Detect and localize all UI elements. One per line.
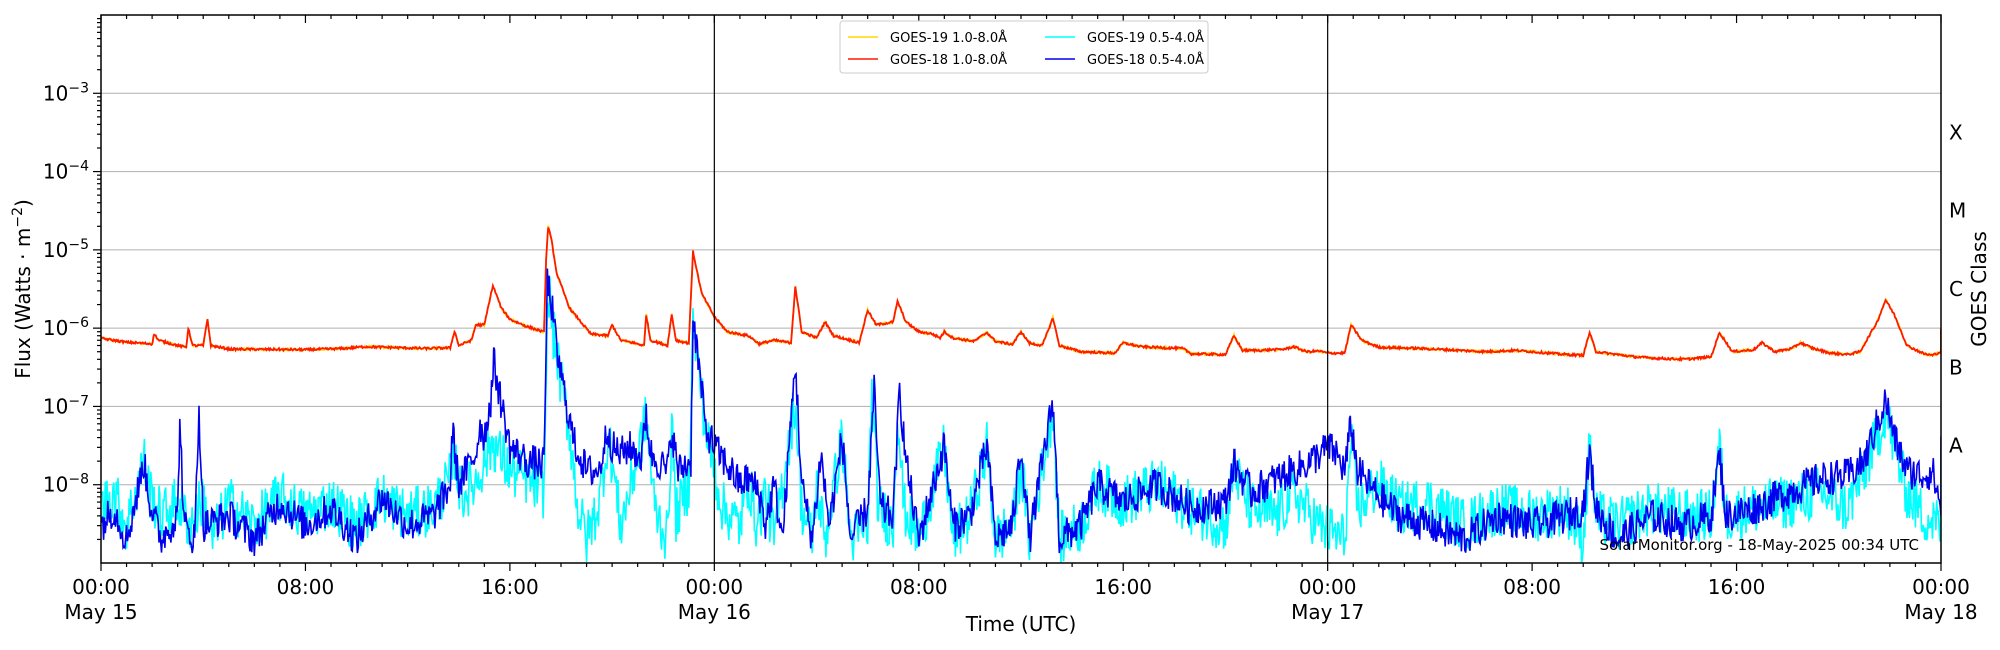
y-axis-ticks: 10−810−710−610−510−410−3	[43, 17, 101, 541]
x-tick-date-label: May 16	[678, 600, 751, 624]
y-axis-title-close: )	[11, 199, 35, 207]
legend-label: GOES-18 1.0-8.0Å	[890, 52, 1007, 68]
legend: GOES-19 1.0-8.0Å GOES-18 1.0-8.0Å GOES-19 …	[839, 20, 1209, 74]
y-tick-label: 10−8	[43, 472, 89, 497]
day-separator-lines	[713, 15, 1329, 563]
goes-class-label: A	[1949, 434, 1963, 458]
series-line	[101, 227, 1941, 363]
goes-class-label: C	[1949, 277, 1963, 301]
y2-axis-title: GOES Class	[1967, 231, 1991, 347]
goes-class-label: B	[1949, 355, 1963, 379]
x-tick-label: 00:00	[72, 575, 130, 599]
y-axis-title-main: Flux (Watts · m	[11, 228, 35, 379]
legend-label: GOES-19 1.0-8.0Å	[890, 30, 1007, 46]
x-tick-label: 08:00	[890, 575, 948, 599]
x-tick-label: 08:00	[277, 575, 335, 599]
y-tick-exponent: −4	[68, 159, 89, 175]
y-tick-exponent: −3	[68, 80, 89, 96]
goes-class-label: M	[1949, 199, 1966, 223]
y-axis-title-exponent: −2	[10, 207, 26, 228]
y-tick-base: 10	[43, 394, 68, 418]
x-tick-label: 16:00	[1708, 575, 1766, 599]
y-tick-exponent: −6	[68, 315, 89, 331]
y-tick-base: 10	[43, 81, 68, 105]
x-tick-label: 00:00	[686, 575, 744, 599]
legend-box	[839, 20, 1209, 74]
y-tick-base: 10	[43, 316, 68, 340]
series-line	[101, 268, 1941, 557]
y-tick-exponent: −5	[68, 237, 89, 253]
x-tick-date-label: May 18	[1904, 600, 1977, 624]
y-tick-exponent: −7	[68, 393, 89, 409]
y-tick-label: 10−5	[43, 237, 89, 262]
y-tick-label: 10−3	[43, 80, 89, 105]
y-tick-label: 10−6	[43, 315, 89, 340]
x-tick-date-label: May 15	[64, 600, 137, 624]
legend-label: GOES-19 0.5-4.0Å	[1087, 30, 1204, 46]
x-tick-label: 16:00	[1094, 575, 1152, 599]
y-tick-base: 10	[43, 473, 68, 497]
legend-label: GOES-18 0.5-4.0Å	[1087, 52, 1204, 68]
gridlines	[101, 92, 1941, 486]
y-tick-label: 10−7	[43, 393, 89, 418]
series-layer	[101, 225, 1941, 563]
x-tick-label: 00:00	[1912, 575, 1970, 599]
goes-class-labels: A B C M X	[1949, 120, 1966, 457]
x-tick-label: 16:00	[481, 575, 539, 599]
goes-class-label: X	[1949, 120, 1963, 144]
series-line	[101, 225, 1941, 363]
y-axis-title: Flux (Watts · m−2)	[10, 199, 35, 379]
x-tick-label: 00:00	[1299, 575, 1357, 599]
y-tick-base: 10	[43, 160, 68, 184]
y-tick-base: 10	[43, 238, 68, 262]
y-tick-label: 10−4	[43, 159, 89, 184]
x-tick-date-label: May 17	[1291, 600, 1364, 624]
x-axis-title: Time (UTC)	[965, 612, 1077, 636]
x-tick-label: 08:00	[1503, 575, 1561, 599]
y-tick-exponent: −8	[68, 472, 89, 488]
watermark-text: SolarMonitor.org - 18-May-2025 00:34 UTC	[1599, 536, 1919, 554]
